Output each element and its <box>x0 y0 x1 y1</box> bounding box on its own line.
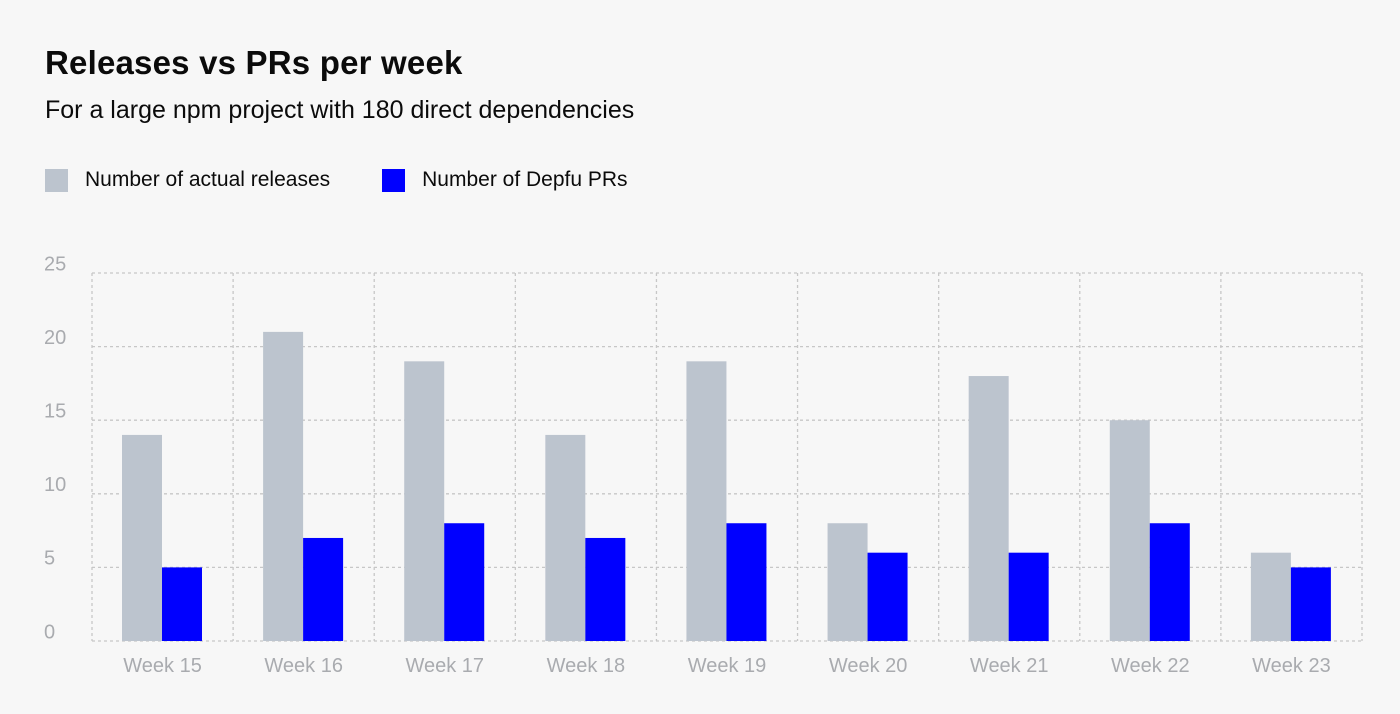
bar-prs-4 <box>585 537 626 641</box>
bar-prs-3 <box>444 523 485 641</box>
legend-item-prs: Number of Depfu PRs <box>382 168 628 192</box>
x-tick-label-3: Week 17 <box>405 655 484 677</box>
x-tick-label-5: Week 19 <box>688 655 767 677</box>
bar-releases-2 <box>263 331 304 641</box>
bar-releases-7 <box>968 376 1009 641</box>
x-tick-label-6: Week 20 <box>829 655 908 677</box>
bar-releases-8 <box>1109 420 1150 641</box>
bar-prs-1 <box>162 567 202 641</box>
legend-swatch-releases <box>45 168 68 192</box>
legend-label-releases: Number of actual releases <box>85 168 331 191</box>
legend: Number of actual releases Number of Depf… <box>45 168 680 192</box>
y-tick-label-20: 20 <box>44 327 66 349</box>
bar-releases-9 <box>1250 552 1291 641</box>
bar-releases-6 <box>827 523 868 641</box>
x-tick-label-9: Week 23 <box>1252 655 1331 677</box>
x-tick-label-2: Week 16 <box>264 655 343 677</box>
y-tick-label-10: 10 <box>44 474 66 496</box>
legend-swatch-prs <box>382 168 406 192</box>
bar-releases-1 <box>122 434 162 641</box>
y-tick-label-0: 0 <box>44 621 55 643</box>
bar-releases-5 <box>686 361 727 641</box>
chart-title: Releases vs PRs per week <box>45 44 463 81</box>
chart-subtitle: For a large npm project with 180 direct … <box>45 96 635 124</box>
bar-prs-5 <box>726 523 767 641</box>
legend-item-releases: Number of actual releases <box>45 168 330 192</box>
y-tick-label-25: 25 <box>44 253 66 275</box>
x-tick-label-1: Week 15 <box>123 655 202 677</box>
bar-prs-9 <box>1290 567 1331 641</box>
y-tick-label-15: 15 <box>44 400 66 422</box>
bar-prs-2 <box>303 537 344 641</box>
x-tick-label-7: Week 21 <box>970 655 1049 677</box>
y-tick-label-5: 5 <box>44 548 55 570</box>
bar-prs-7 <box>1008 552 1049 641</box>
bar-releases-4 <box>545 434 586 641</box>
bar-releases-3 <box>404 361 445 641</box>
legend-label-prs: Number of Depfu PRs <box>422 168 628 191</box>
bar-prs-8 <box>1149 523 1190 641</box>
bar-prs-6 <box>867 552 908 641</box>
x-tick-label-4: Week 18 <box>547 655 626 677</box>
x-tick-label-8: Week 22 <box>1111 655 1190 677</box>
